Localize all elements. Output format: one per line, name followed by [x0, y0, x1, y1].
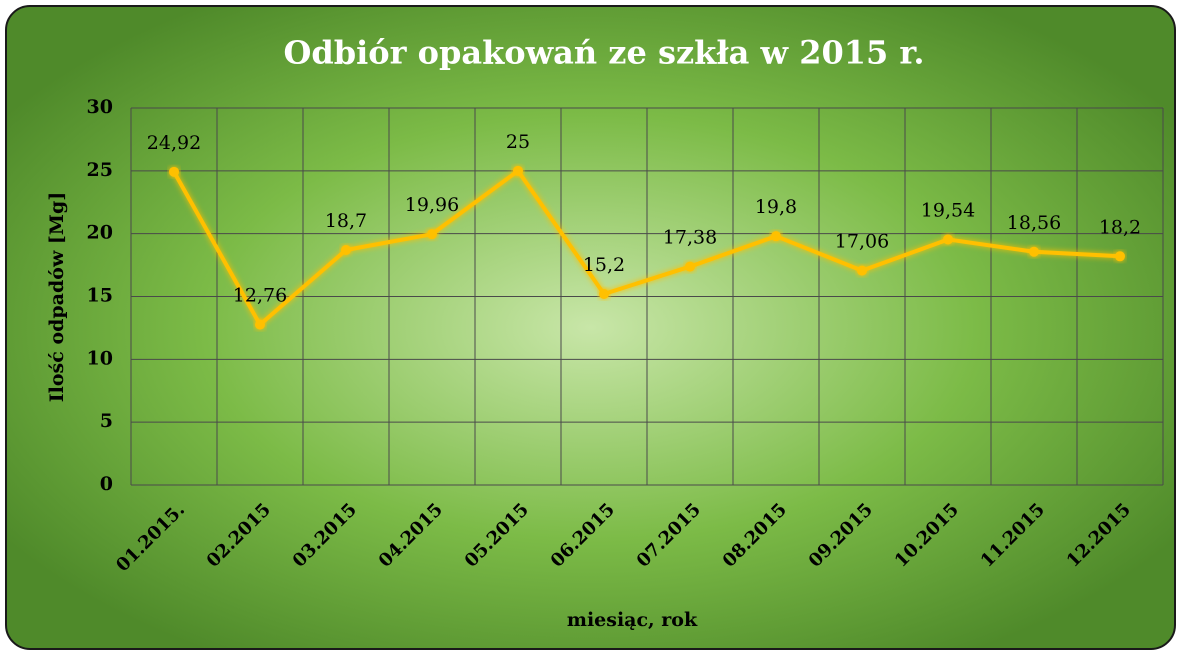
y-tick-label: 30 — [87, 96, 113, 118]
chart-title: Odbiór opakowań ze szkła w 2015 r. — [284, 34, 925, 72]
data-label: 17,38 — [663, 227, 717, 249]
data-label: 15,2 — [583, 254, 625, 276]
chart-background — [5, 5, 1176, 650]
data-label: 17,06 — [835, 231, 889, 253]
x-axis-label: miesiąc, rok — [567, 609, 698, 631]
line — [172, 168, 1121, 327]
y-tick-label: 25 — [87, 159, 113, 181]
point — [599, 288, 609, 299]
point — [1029, 246, 1039, 257]
data-label: 24,92 — [147, 132, 201, 154]
y-axis-label: Ilość odpadów [Mg] — [46, 192, 68, 402]
point — [857, 265, 867, 276]
y-tick-label: 10 — [87, 347, 113, 369]
point — [169, 166, 179, 177]
data-label: 18,56 — [1007, 212, 1061, 234]
point — [771, 231, 781, 242]
y-tick-label: 5 — [100, 410, 113, 432]
point — [943, 234, 953, 245]
data-label: 19,54 — [921, 199, 975, 221]
data-label: 19,8 — [755, 196, 797, 218]
data-label: 18,2 — [1099, 216, 1141, 238]
data-label: 25 — [506, 131, 530, 153]
y-tick-label: 20 — [87, 222, 113, 244]
y-tick-label: 15 — [87, 285, 113, 307]
point — [255, 319, 265, 330]
point — [513, 165, 523, 176]
data-label: 18,7 — [325, 210, 367, 232]
data-label: 19,96 — [405, 194, 459, 216]
point — [1115, 251, 1125, 262]
point — [341, 245, 351, 256]
point — [427, 229, 437, 240]
data-label: 12,76 — [233, 285, 287, 307]
point — [685, 261, 695, 272]
y-tick-label: 0 — [100, 473, 113, 495]
